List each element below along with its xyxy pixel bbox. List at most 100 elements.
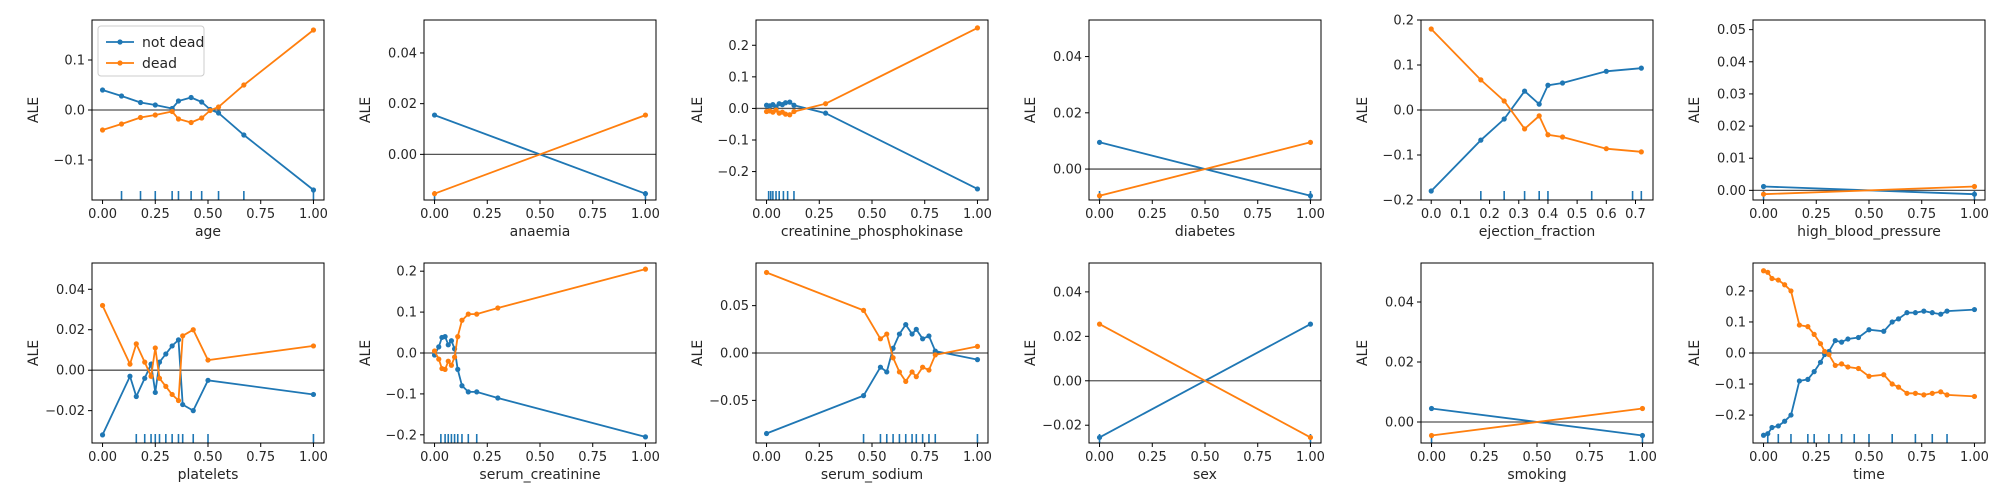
x-axis-label: time [1853, 467, 1885, 483]
data-point [877, 336, 884, 342]
x-tick-label: 0.75 [578, 450, 607, 465]
data-point [1895, 316, 1902, 322]
x-tick-label: 0.25 [1802, 207, 1831, 222]
data-point [1889, 381, 1895, 387]
x-tick-label: 0.00 [1085, 207, 1114, 222]
y-tick-label: 0.05 [720, 299, 749, 314]
data-point [1881, 372, 1887, 378]
data-point [903, 378, 909, 385]
data-point [974, 25, 981, 31]
legend-marker [117, 60, 123, 66]
data-point [133, 393, 139, 400]
data-point [909, 331, 915, 337]
data-point [310, 343, 317, 349]
x-tick-label: 0.50 [1855, 207, 1884, 222]
y-tick-label: 0.2 [728, 39, 749, 54]
x-tick-label: 0.75 [578, 207, 607, 222]
x-tick-label: 1.00 [1960, 207, 1989, 222]
data-point [1788, 412, 1794, 418]
data-point [1845, 336, 1851, 342]
y-tick-label: −0.1 [1714, 378, 1746, 393]
data-point [175, 116, 182, 122]
data-point [152, 102, 158, 108]
data-point [163, 351, 169, 357]
subplot-high_blood_pressure: 0.00 0.25 0.50 0.75 1.00 0.00 0.01 0.02 0.03 0.04… [1687, 19, 1989, 240]
data-point [156, 375, 163, 381]
data-point [1881, 328, 1887, 334]
data-point [782, 111, 789, 117]
data-point [205, 377, 211, 383]
data-point [465, 311, 471, 317]
x-tick-label: 0.75 [246, 450, 275, 465]
series-line-dead [766, 271, 978, 384]
data-point [932, 348, 938, 354]
x-tick-label: 1.00 [299, 450, 328, 465]
data-point [152, 345, 158, 351]
axes-frame [1088, 19, 1322, 201]
data-point [190, 408, 196, 414]
data-point [1307, 434, 1314, 441]
axes-frame [1752, 19, 1986, 201]
data-point [190, 327, 196, 333]
data-point [974, 186, 981, 192]
data-point [974, 357, 981, 363]
data-point [207, 107, 213, 114]
data-point [1796, 378, 1802, 384]
subplot-creatinine_phosphokinase: 0.00 0.25 0.50 0.75 1.00 −0.2 −0.1 0.0 0.1 0.2 cre… [690, 19, 992, 240]
data-point [913, 374, 919, 380]
x-tick-label: 0.75 [1907, 450, 1936, 465]
data-point [932, 352, 938, 358]
x-tick-label: 1.00 [299, 207, 328, 222]
series-line-dead [1763, 185, 1975, 196]
legend-label: dead [142, 56, 177, 72]
data-point [1639, 432, 1646, 439]
x-tick-label: 0.0 [1421, 207, 1442, 222]
data-point [188, 94, 194, 101]
x-axis-label: diabetes [1175, 224, 1235, 240]
data-point [1760, 432, 1767, 438]
y-tick-label: 0.04 [1053, 50, 1082, 65]
y-tick-label: 0.02 [56, 323, 85, 338]
data-point [474, 389, 480, 395]
data-point [99, 87, 106, 93]
data-point [877, 364, 884, 370]
y-tick-label: 0.04 [1385, 296, 1414, 311]
data-point [188, 119, 194, 126]
y-tick-label: 0.0 [1393, 104, 1414, 119]
data-point [431, 348, 438, 354]
x-tick-label: 0.00 [420, 207, 449, 222]
y-tick-label: −0.02 [45, 404, 85, 419]
x-tick-label: 1.00 [963, 450, 992, 465]
y-axis-label: ALE [1023, 97, 1039, 123]
data-point [1638, 149, 1644, 155]
data-point [1912, 310, 1918, 316]
x-tick-label: 0.00 [752, 207, 781, 222]
data-point [1895, 384, 1902, 390]
x-tick-label: 1.00 [1296, 450, 1325, 465]
data-point [890, 355, 896, 361]
data-point [1428, 188, 1434, 194]
data-point [1096, 193, 1103, 199]
data-point [884, 331, 890, 337]
data-point [1307, 193, 1314, 199]
x-tick-label: 0.75 [246, 207, 275, 222]
data-point [455, 366, 461, 372]
data-point [1889, 319, 1895, 325]
data-point [436, 344, 442, 350]
y-tick-label: 0.02 [388, 97, 417, 112]
x-tick-label: 0.50 [858, 207, 887, 222]
data-point [1501, 116, 1507, 122]
data-point [913, 326, 919, 332]
data-point [1796, 322, 1802, 328]
data-point [1603, 68, 1609, 74]
data-point [163, 383, 169, 389]
x-tick-label: 0.25 [473, 450, 502, 465]
legend-label: not dead [142, 35, 204, 51]
data-point [1478, 137, 1484, 143]
axes-frame [1088, 262, 1322, 444]
axes-frame [1420, 262, 1654, 444]
data-point [1944, 308, 1950, 314]
y-tick-label: −0.2 [385, 428, 417, 443]
x-axis-label: ejection_fraction [1479, 224, 1595, 240]
